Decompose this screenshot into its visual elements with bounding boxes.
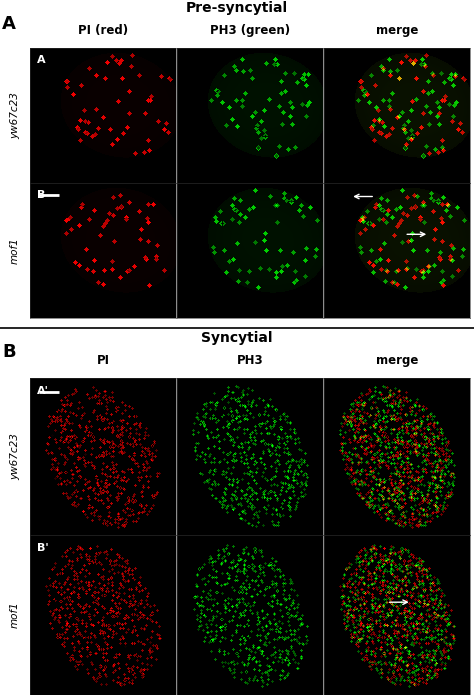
Text: A: A [2,15,16,33]
Text: yw67c23: yw67c23 [10,433,20,480]
Text: B': B' [37,543,49,553]
Text: PH3 (green): PH3 (green) [210,24,290,37]
Text: mof1: mof1 [10,602,20,628]
Text: B: B [37,190,46,199]
Text: A: A [37,55,46,65]
Text: B: B [2,343,16,361]
Text: yw67c23: yw67c23 [10,92,20,139]
Text: Syncytial: Syncytial [201,331,273,345]
Text: PI: PI [97,354,109,367]
Text: PH3: PH3 [237,354,264,367]
Text: merge: merge [376,354,418,367]
Text: mof1: mof1 [10,237,20,264]
Text: Pre-syncytial: Pre-syncytial [186,1,288,15]
Text: merge: merge [376,24,418,37]
Text: PI (red): PI (red) [78,24,128,37]
Text: A': A' [37,386,49,396]
